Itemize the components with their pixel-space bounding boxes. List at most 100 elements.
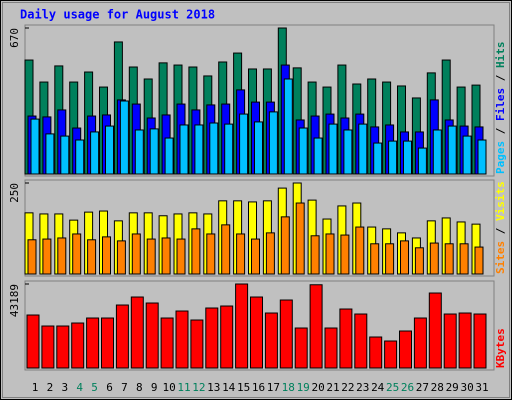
- legend-entry: Pages: [494, 141, 507, 174]
- legend-entry: Sites: [494, 241, 507, 274]
- bar: [86, 317, 100, 369]
- x-tick-label: 28: [431, 381, 444, 394]
- x-tick-label: 22: [341, 381, 354, 394]
- y-tick-label: 250: [8, 183, 21, 203]
- bar: [175, 310, 189, 369]
- x-tick-label: 19: [297, 381, 310, 394]
- bar: [373, 142, 383, 175]
- bar: [279, 299, 293, 369]
- x-tick-label: 1: [32, 381, 39, 394]
- bar: [250, 296, 263, 369]
- legend-entry: KBytes: [494, 328, 507, 368]
- bar: [295, 202, 305, 275]
- x-tick-label: 29: [446, 381, 459, 394]
- x-tick-label: 8: [136, 381, 143, 394]
- bar: [298, 127, 308, 175]
- x-tick-label: 23: [356, 381, 369, 394]
- x-tick-label: 5: [91, 381, 98, 394]
- bar: [313, 137, 323, 175]
- bar: [206, 233, 216, 275]
- bar: [400, 240, 409, 275]
- bar: [105, 125, 114, 175]
- bar: [340, 234, 350, 275]
- bar: [224, 123, 234, 175]
- bar: [399, 330, 412, 369]
- legend: KBytes: [494, 328, 507, 368]
- bar: [403, 140, 412, 175]
- bar: [254, 121, 263, 175]
- bar: [161, 237, 171, 275]
- bar: [413, 317, 427, 369]
- bar: [45, 133, 55, 175]
- bar: [268, 111, 278, 175]
- x-tick-label: 31: [475, 381, 488, 394]
- bar: [42, 238, 52, 275]
- bar: [190, 319, 204, 369]
- bar: [75, 139, 85, 175]
- bar: [60, 135, 70, 175]
- bar: [369, 336, 383, 369]
- y-tick-label: 670: [8, 28, 21, 48]
- bar: [149, 128, 159, 175]
- bar: [131, 233, 141, 275]
- bar: [119, 100, 129, 175]
- legend: Pages / Files / Hits: [494, 42, 507, 175]
- x-tick-label: 11: [177, 381, 190, 394]
- x-tick-label: 12: [192, 381, 205, 394]
- bar: [87, 239, 97, 275]
- bar: [72, 233, 82, 275]
- x-tick-label: 10: [162, 381, 175, 394]
- x-tick-label: 6: [106, 381, 113, 394]
- x-tick-label: 13: [207, 381, 220, 394]
- bar: [235, 283, 249, 369]
- x-tick-label: 16: [252, 381, 265, 394]
- bar: [280, 216, 290, 275]
- legend-entry: Hits: [494, 42, 507, 69]
- bar: [30, 118, 40, 175]
- bar: [236, 233, 246, 275]
- bar: [428, 292, 442, 369]
- bar: [444, 243, 454, 275]
- bar: [57, 237, 67, 275]
- bar: [388, 140, 398, 175]
- bar: [459, 243, 469, 275]
- x-tick-label: 26: [401, 381, 414, 394]
- x-tick-label: 25: [386, 381, 399, 394]
- bar: [343, 129, 353, 175]
- bar: [414, 247, 424, 275]
- x-tick-label: 2: [47, 381, 54, 394]
- bar: [310, 235, 320, 275]
- bar: [443, 313, 457, 369]
- bar: [221, 224, 231, 275]
- bar: [71, 322, 85, 369]
- bar: [264, 312, 278, 369]
- x-tick-label: 14: [222, 381, 236, 394]
- bar: [26, 314, 40, 369]
- bar: [324, 327, 338, 369]
- legend-entry: Visits: [494, 181, 507, 221]
- bar: [283, 78, 293, 175]
- bar: [294, 327, 308, 369]
- bar: [325, 233, 335, 275]
- legend-entry: Files: [494, 88, 507, 121]
- x-tick-label: 4: [76, 381, 83, 394]
- bar: [209, 122, 219, 175]
- bar: [179, 124, 189, 175]
- bar: [370, 243, 380, 275]
- bar: [160, 317, 174, 369]
- bar: [115, 304, 129, 369]
- x-tick-label: 21: [326, 381, 339, 394]
- bar: [194, 124, 204, 175]
- bar: [101, 317, 114, 369]
- bar: [191, 228, 201, 275]
- x-tick-label: 27: [416, 381, 429, 394]
- x-tick-label: 15: [237, 381, 250, 394]
- bar: [385, 243, 395, 275]
- bar: [384, 340, 398, 369]
- bar: [473, 313, 487, 369]
- bar: [309, 284, 323, 369]
- bar: [355, 226, 365, 275]
- x-tick-label: 20: [311, 381, 324, 394]
